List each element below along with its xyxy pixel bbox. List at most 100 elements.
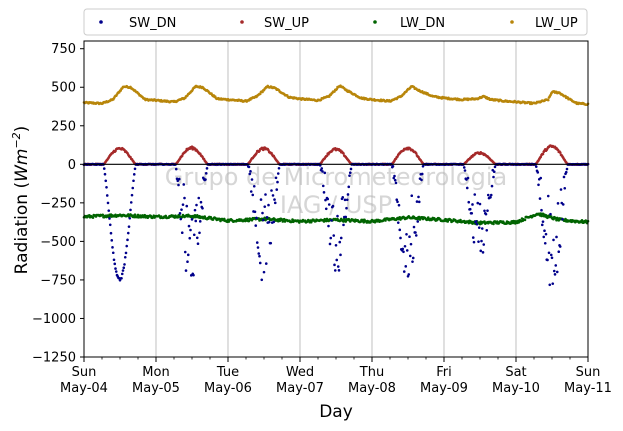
legend-marker-lw-up	[510, 20, 514, 24]
sw-dn-point	[462, 166, 466, 169]
sw-dn-point	[186, 253, 190, 257]
watermark-line-2: IAG / USP	[280, 191, 392, 219]
sw-dn-point	[564, 170, 568, 174]
sw-dn-point	[250, 178, 254, 181]
x-tick-label-day: Fri	[436, 365, 452, 380]
legend-label-sw-up: SW_UP	[264, 16, 309, 31]
sw-dn-point	[330, 219, 333, 222]
sw-dn-point	[273, 198, 276, 201]
sw-dn-point	[254, 224, 258, 227]
sw-dn-point	[258, 261, 262, 265]
lw-dn-point	[247, 219, 251, 223]
sw-dn-point	[463, 169, 467, 172]
axes: −1250−1000−750−500−2500250500750SunMay-0…	[32, 40, 612, 396]
sw-dn-point	[338, 240, 342, 244]
lw-dn-point	[523, 218, 527, 222]
x-axis-title: Day	[319, 402, 353, 422]
lw-dn-point	[540, 214, 543, 218]
sw-dn-point	[548, 283, 552, 287]
sw-dn-point	[249, 190, 253, 193]
x-tick-label-date: May-11	[564, 381, 612, 396]
x-tick-label-day: Tue	[216, 365, 239, 380]
sw-up-point	[556, 148, 560, 152]
sw-dn-point	[549, 253, 553, 257]
lw-up-point	[546, 98, 550, 102]
sw-dn-point	[277, 166, 281, 170]
sw-dn-point	[174, 167, 178, 171]
x-tick-label-day: Mon	[142, 365, 169, 380]
sw-dn-point	[124, 251, 128, 255]
sw-dn-point	[110, 239, 114, 242]
sw-dn-point	[335, 258, 339, 262]
sw-dn-point	[342, 223, 345, 227]
sw-dn-point	[175, 177, 179, 181]
sw-dn-point	[324, 198, 327, 202]
sw-dn-point	[125, 244, 129, 248]
sw-dn-point	[258, 254, 261, 258]
sw-dn-point	[416, 220, 420, 223]
sw-dn-point	[473, 193, 477, 196]
sw-dn-point	[465, 186, 469, 190]
sw-dn-point	[341, 196, 345, 199]
sw-dn-point	[410, 194, 414, 198]
sw-dn-point	[544, 232, 548, 236]
sw-dn-point	[556, 202, 560, 205]
x-tick-label-date: May-04	[60, 381, 108, 396]
sw-dn-point	[129, 201, 133, 204]
sw-dn-point	[537, 183, 540, 187]
sw-dn-point	[555, 270, 559, 274]
sw-dn-point	[471, 203, 474, 206]
sw-dn-point	[550, 256, 554, 260]
sw-dn-point	[333, 269, 337, 272]
y-tick-label: 750	[51, 42, 76, 57]
y-tick-label: 0	[68, 158, 76, 173]
lw-up-point	[258, 92, 262, 96]
sw-dn-point	[394, 181, 398, 185]
sw-dn-point	[552, 238, 555, 242]
sw-dn-point	[321, 184, 325, 188]
x-tick-label-day: Sat	[505, 365, 526, 380]
sw-dn-point	[261, 211, 264, 215]
y-tick-label: −1250	[32, 351, 76, 366]
sw-dn-point	[417, 195, 420, 199]
sw-dn-point	[198, 220, 202, 223]
sw-dn-point	[102, 167, 106, 170]
sw-dn-point	[196, 242, 200, 246]
sw-dn-point	[132, 173, 136, 176]
sw-dn-point	[483, 209, 486, 213]
sw-dn-point	[256, 246, 260, 249]
sw-dn-point	[255, 241, 259, 244]
sw-dn-point	[195, 203, 198, 207]
legend-marker-lw-dn	[373, 20, 377, 24]
sw-dn-point	[190, 218, 194, 221]
lw-up-point	[335, 87, 339, 91]
sw-dn-point	[197, 196, 201, 200]
sw-dn-point	[276, 172, 280, 175]
sw-dn-point	[267, 203, 270, 207]
sw-dn-point	[192, 273, 195, 277]
sw-dn-point	[468, 207, 472, 211]
sw-dn-point	[480, 227, 484, 230]
sw-dn-point	[262, 270, 266, 274]
sw-dn-point	[326, 197, 330, 201]
sw-dn-point	[409, 242, 413, 246]
sw-dn-point	[563, 186, 567, 190]
sw-dn-point	[489, 193, 493, 197]
grid-lines	[155, 41, 517, 357]
sw-dn-point	[482, 243, 486, 246]
sw-dn-point	[193, 208, 197, 212]
y-tick-label: 500	[51, 81, 76, 96]
sw-dn-point	[332, 234, 336, 237]
sw-dn-point	[534, 165, 538, 168]
sw-dn-point	[415, 200, 419, 203]
sw-dn-point	[264, 193, 267, 196]
sw-dn-point	[204, 172, 208, 175]
sw-dn-point	[492, 175, 495, 179]
sw-dn-point	[177, 183, 180, 187]
sw-dn-point	[253, 210, 257, 214]
sw-up-point	[541, 152, 545, 156]
sw-dn-point	[477, 240, 480, 243]
sw-dn-point	[247, 165, 251, 169]
x-tick-label-date: May-05	[132, 381, 180, 396]
x-tick-label-date: May-06	[204, 381, 252, 396]
